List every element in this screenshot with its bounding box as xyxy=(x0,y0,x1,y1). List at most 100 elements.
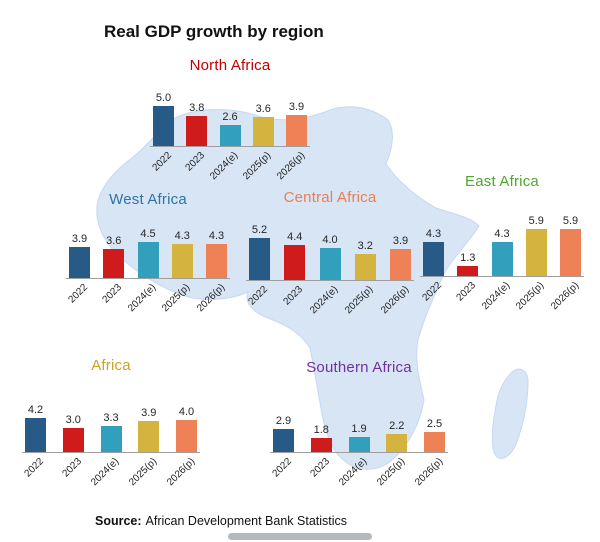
axis-tick-label: 2026(p) xyxy=(412,456,445,489)
axis-label-cell: 2025(p) xyxy=(343,281,379,323)
value-label: 3.2 xyxy=(357,240,373,253)
chart-north-africa: North Africa 5.0 3.8 2.6 3.6 3.9 2022 2023 202… xyxy=(150,56,310,189)
axis-tick-label: 2026(p) xyxy=(378,284,411,317)
page-title: Real GDP growth by region xyxy=(104,22,324,41)
axis-label-cell: 2023 xyxy=(60,453,87,495)
bar xyxy=(386,434,408,452)
axis-tick-label: 2022 xyxy=(150,150,174,174)
bar-group-north-africa-2026(p): 3.9 xyxy=(283,101,310,146)
bar xyxy=(284,244,306,280)
value-label: 4.3 xyxy=(208,229,225,242)
value-label: 4.4 xyxy=(287,230,303,243)
value-label: 4.0 xyxy=(322,234,338,246)
chart-title-east-africa: East Africa xyxy=(465,173,539,190)
axis-label-cell: 2023 xyxy=(454,277,481,319)
bars-central-africa: 5.2 4.4 4.0 3.2 3.9 xyxy=(246,214,414,281)
value-label: 5.0 xyxy=(155,92,172,104)
bars-west-africa: 3.9 3.6 4.5 4.3 4.3 xyxy=(66,212,230,279)
bar-group-southern-africa-2025(p): 2.2 xyxy=(383,420,410,452)
axis-tick-label: 2022 xyxy=(66,282,90,306)
value-label: 1.8 xyxy=(313,423,329,436)
value-label: 4.3 xyxy=(494,227,510,240)
bar-group-west-africa-2026(p): 4.3 xyxy=(203,230,230,278)
source-text: African Development Bank Statistics xyxy=(145,514,348,528)
bar xyxy=(62,428,84,452)
value-label: 4.5 xyxy=(140,228,156,240)
axis-label-cell: 2022 xyxy=(246,281,273,323)
bar-group-east-africa-2025(p): 5.9 xyxy=(523,215,550,276)
axis-label-cell: 2026(p) xyxy=(165,453,200,495)
axis-label-cell: 2025(p) xyxy=(241,147,277,189)
axis-tick-label: 2026(p) xyxy=(548,280,581,313)
chart-title-africa: Africa xyxy=(91,357,131,374)
bar xyxy=(171,243,193,278)
value-label: 4.0 xyxy=(178,406,195,418)
bar-group-southern-africa-2023: 1.8 xyxy=(308,424,335,452)
axis-label-cell: 2023 xyxy=(183,147,210,189)
bar xyxy=(186,115,208,146)
axis-tick-label: 2024(e) xyxy=(208,150,241,183)
value-label: 2.2 xyxy=(389,420,405,433)
bar-group-central-africa-2024(e): 4.0 xyxy=(317,234,344,280)
bar xyxy=(319,248,341,280)
source-label: Source: xyxy=(95,514,142,528)
xlabels-africa: 2022 2023 2024(e) 2025(p) 2026(p) xyxy=(22,453,200,495)
axis-label-cell: 2024(e) xyxy=(308,281,344,323)
value-label: 4.3 xyxy=(174,229,190,242)
value-label: 2.9 xyxy=(275,414,292,427)
chart-central-africa: Central Africa 5.2 4.4 4.0 3.2 3.9 2022 2023 2… xyxy=(246,188,414,323)
axis-label-cell: 2026(p) xyxy=(275,147,310,189)
value-label: 5.9 xyxy=(528,214,544,227)
axis-label-cell: 2022 xyxy=(150,147,177,189)
value-label: 3.6 xyxy=(106,235,122,248)
bar-group-east-africa-2026(p): 5.9 xyxy=(557,215,584,276)
value-label: 5.2 xyxy=(251,224,268,237)
bar-group-west-africa-2024(e): 4.5 xyxy=(135,228,162,278)
axis-tick-label: 2024(e) xyxy=(337,456,370,489)
xlabels-west-africa: 2022 2023 2024(e) 2025(p) 2026(p) xyxy=(66,279,230,321)
value-label: 2.6 xyxy=(222,111,238,124)
bar-group-southern-africa-2022: 2.9 xyxy=(270,415,297,452)
horizontal-scrollbar-thumb[interactable] xyxy=(228,533,372,540)
value-label: 3.9 xyxy=(141,406,157,419)
axis-tick-label: 2026(p) xyxy=(194,282,227,315)
value-label: 1.9 xyxy=(351,422,367,435)
axis-tick-label: 2023 xyxy=(183,150,208,174)
axis-label-cell: 2024(e) xyxy=(480,277,516,319)
axis-tick-label: 2026(p) xyxy=(164,456,197,489)
value-label: 2.5 xyxy=(426,418,443,430)
axis-label-cell: 2022 xyxy=(22,453,49,495)
bar xyxy=(423,241,444,276)
value-label: 3.6 xyxy=(255,103,271,116)
bar xyxy=(525,228,547,276)
axis-tick-label: 2023 xyxy=(308,456,332,480)
bar xyxy=(25,418,46,452)
bar xyxy=(69,246,90,278)
axis-label-cell: 2025(p) xyxy=(375,453,410,495)
value-label: 3.9 xyxy=(392,234,409,247)
bar-group-africa-2023: 3.0 xyxy=(60,414,87,452)
bar-group-north-africa-2025(p): 3.6 xyxy=(250,103,277,146)
axis-label-cell: 2023 xyxy=(100,279,127,321)
axis-tick-label: 2025(p) xyxy=(514,280,547,313)
value-label: 4.3 xyxy=(425,227,442,240)
bar xyxy=(103,249,125,278)
bar-group-north-africa-2023: 3.8 xyxy=(183,102,210,146)
bar xyxy=(348,436,370,452)
bar xyxy=(457,265,479,276)
chart-title-southern-africa: Southern Africa xyxy=(306,359,412,376)
axis-tick-label: 2022 xyxy=(22,456,46,480)
chart-southern-africa: Southern Africa 2.9 1.8 1.9 2.2 2.5 2022 2023… xyxy=(270,358,448,495)
madagascar-shape xyxy=(491,368,529,459)
axis-label-cell: 2022 xyxy=(420,277,447,319)
bar-group-africa-2025(p): 3.9 xyxy=(135,407,162,452)
bar xyxy=(249,238,270,280)
xlabels-central-africa: 2022 2023 2024(e) 2025(p) 2026(p) xyxy=(246,281,414,323)
axis-label-cell: 2025(p) xyxy=(160,279,196,321)
value-label: 3.3 xyxy=(103,411,119,424)
bar xyxy=(138,420,160,452)
chart-africa: Africa 4.2 3.0 3.3 3.9 4.0 2022 2023 2024(e) 20… xyxy=(22,356,200,495)
bar-group-central-africa-2022: 5.2 xyxy=(246,224,273,280)
bar xyxy=(153,106,174,146)
value-label: 3.8 xyxy=(189,101,205,114)
